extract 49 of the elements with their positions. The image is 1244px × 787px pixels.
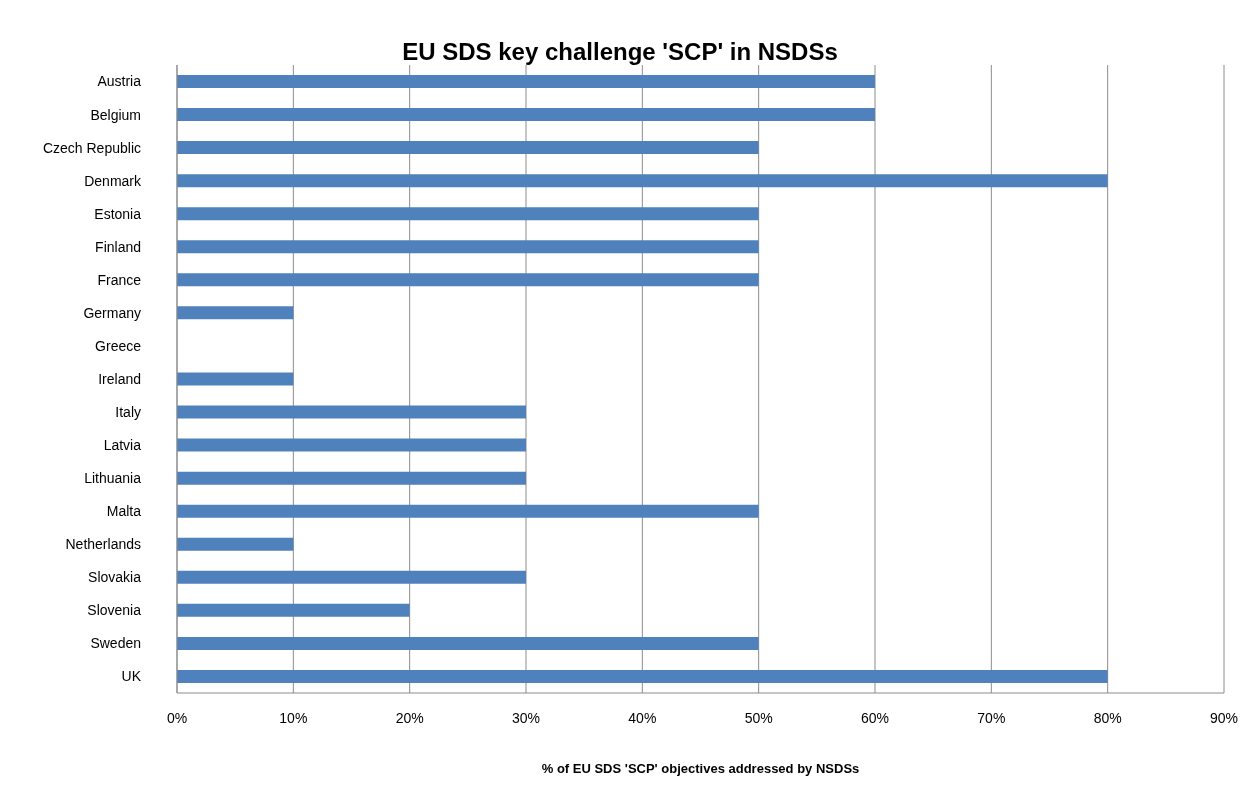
y-tick-label: Slovakia xyxy=(88,569,142,586)
x-tick-label: 50% xyxy=(744,709,773,726)
bar xyxy=(177,306,294,320)
y-tick-label: Malta xyxy=(106,503,142,520)
x-tick-label: 80% xyxy=(1093,709,1122,726)
y-tick-label: Finland xyxy=(95,238,141,255)
x-tick-label: 0% xyxy=(166,709,188,726)
bar xyxy=(177,438,526,452)
y-tick-label: Belgium xyxy=(90,106,141,123)
x-tick-label: 20% xyxy=(395,709,424,726)
y-tick-label: Netherlands xyxy=(65,536,141,553)
y-tick-label: Slovenia xyxy=(87,602,142,619)
y-tick-label: Estonia xyxy=(94,205,142,222)
y-tick-label: UK xyxy=(121,668,142,685)
bar xyxy=(177,141,759,155)
x-tick-label: 90% xyxy=(1209,709,1239,726)
y-tick-label: France xyxy=(97,271,142,288)
bar xyxy=(177,471,526,485)
chart-title: EU SDS key challenge 'SCP' in NSDSs xyxy=(401,38,839,66)
y-tick-label: Italy xyxy=(115,404,141,421)
bar xyxy=(177,174,1108,188)
y-tick-label: Ireland xyxy=(98,370,141,387)
x-tick-label: 30% xyxy=(511,709,541,726)
y-tick-label: Germany xyxy=(83,304,141,321)
y-tick-label: Austria xyxy=(97,73,142,90)
x-axis-title: % of EU SDS 'SCP' objectives addressed by NSDSs xyxy=(540,761,861,776)
bar xyxy=(177,405,526,419)
x-tick-label: 40% xyxy=(628,709,657,726)
y-tick-label: Lithuania xyxy=(84,470,142,487)
y-tick-label: Czech Republic xyxy=(42,139,141,156)
x-tick-label: 60% xyxy=(860,709,890,726)
y-tick-label: Denmark xyxy=(84,172,142,189)
bar xyxy=(177,273,759,287)
bar xyxy=(177,108,875,122)
bar xyxy=(177,603,410,617)
bar xyxy=(177,537,294,551)
y-tick-label: Latvia xyxy=(103,437,142,454)
bar xyxy=(177,669,1108,683)
bar xyxy=(177,372,294,386)
bar xyxy=(177,75,875,88)
y-tick-label: Greece xyxy=(95,337,142,354)
bar xyxy=(177,504,759,518)
bar xyxy=(177,207,759,221)
y-tick-label: Sweden xyxy=(90,635,141,652)
x-tick-label: 10% xyxy=(279,709,308,726)
bar xyxy=(177,240,759,254)
bar xyxy=(177,636,759,650)
x-tick-label: 70% xyxy=(977,709,1006,726)
bar xyxy=(177,570,526,584)
